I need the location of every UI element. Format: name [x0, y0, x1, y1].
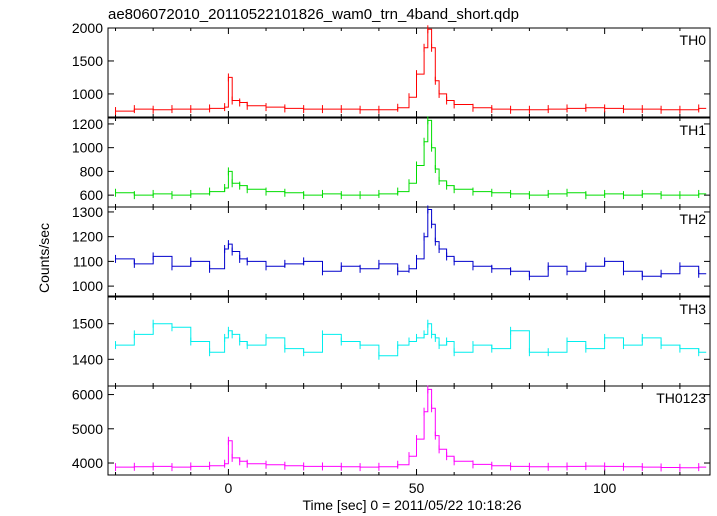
x-tick-label: 0 — [225, 480, 233, 496]
y-tick-label: 800 — [80, 163, 104, 179]
y-tick-label: 1000 — [72, 278, 103, 294]
panel-label: TH0123 — [656, 390, 706, 406]
series-line-th3 — [115, 323, 707, 357]
x-tick-label: 100 — [593, 480, 617, 496]
y-tick-label: 1000 — [72, 86, 103, 102]
y-tick-label: 1400 — [72, 351, 103, 367]
series-line-th1 — [115, 119, 707, 196]
series-line-th0 — [115, 28, 707, 112]
panel-label: TH0 — [680, 32, 707, 48]
panel-label: TH3 — [680, 301, 707, 317]
y-tick-label: 2000 — [72, 20, 103, 36]
y-tick-label: 600 — [80, 187, 104, 203]
panel-th2: 1000 1100 1200 1300 TH2 — [72, 204, 711, 297]
series-line-th0123 — [115, 388, 707, 469]
y-tick-label: 1300 — [72, 204, 103, 220]
panel-frame — [107, 27, 711, 118]
panel-th0: 1000 1500 2000 TH0 — [72, 20, 711, 118]
y-tick-label: 1500 — [72, 316, 103, 332]
panel-th0123: 4000 5000 6000 TH0123 — [72, 385, 711, 476]
x-tick-label: 50 — [409, 480, 425, 496]
y-tick-label: 1200 — [72, 116, 103, 132]
y-tick-label: 1000 — [72, 140, 103, 156]
y-tick-label: 6000 — [72, 387, 103, 403]
panel-th3: 1400 1500 TH3 — [72, 296, 711, 387]
y-tick-label: 5000 — [72, 421, 103, 437]
y-tick-label: 1200 — [72, 229, 103, 245]
panel-label: TH1 — [680, 122, 707, 138]
y-tick-label: 4000 — [72, 455, 103, 471]
panel-frame — [107, 206, 711, 297]
panel-th1: 600 800 1000 1200 TH1 — [72, 116, 711, 208]
x-axis-label: Time [sec] 0 = 2011/05/22 10:18:26 — [302, 497, 521, 513]
chart-title: ae806072010_20110522101826_wam0_trn_4ban… — [108, 6, 519, 23]
y-tick-label: 1500 — [72, 53, 103, 69]
panel-label: TH2 — [680, 211, 707, 227]
y-tick-label: 1100 — [73, 253, 103, 269]
y-axis-label: Counts/sec — [36, 223, 52, 293]
series-line-th2 — [115, 209, 707, 277]
panel-frame — [107, 385, 711, 476]
